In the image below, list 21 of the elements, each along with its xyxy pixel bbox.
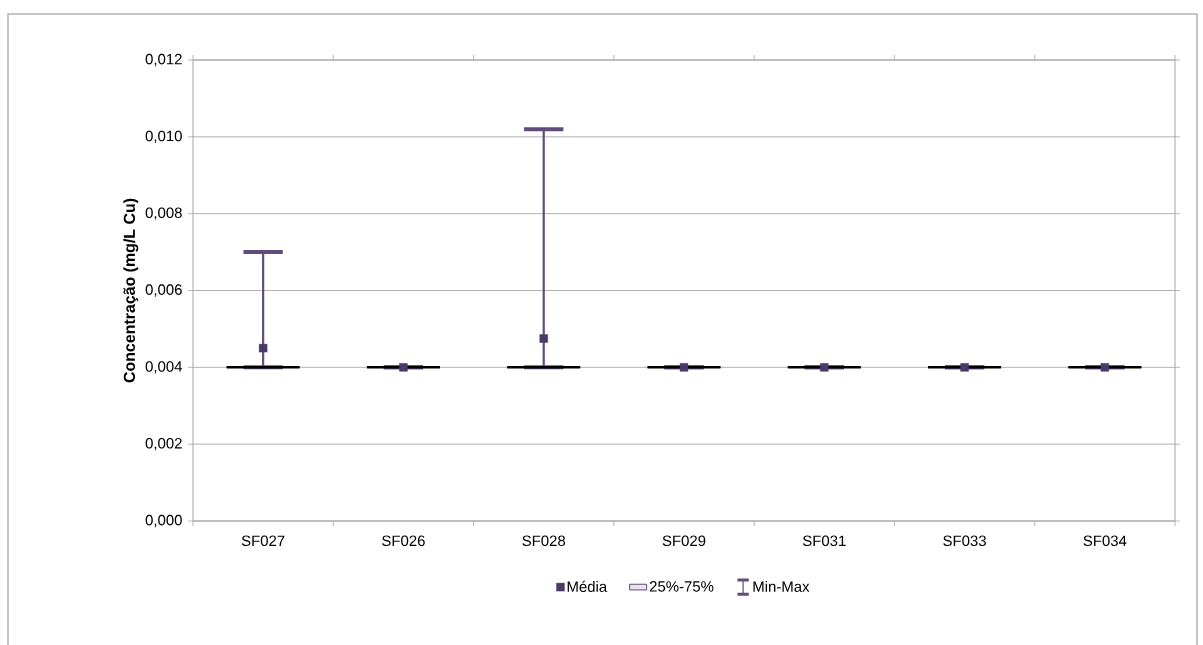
x-tick-label: SF034 (1083, 535, 1127, 547)
point (258, 343, 268, 353)
legend-label: 25%-75% (649, 581, 714, 592)
y-tick-label: 0,000 (145, 514, 182, 528)
y-tick-label: 0,012 (145, 53, 182, 67)
text: Min-Max (753, 580, 810, 592)
y-tick-label: 0,004 (145, 361, 183, 374)
x-tick-label: SF026 (382, 535, 425, 547)
y-tick-label: 0,006 (145, 284, 182, 297)
x-tick-label: SF029 (662, 535, 706, 547)
x-tick-label: SF027 (241, 535, 285, 547)
point (1100, 363, 1110, 372)
y-tick-label: 0,002 (145, 437, 182, 451)
y-tick-label: 0,008 (145, 207, 182, 220)
legend-label: Média (567, 580, 608, 592)
point (539, 334, 548, 343)
x-tick-label: SF033 (943, 535, 986, 547)
x-tick-label: SF028 (522, 535, 566, 547)
y-tick-label: 0,010 (145, 130, 182, 143)
x-tick-label: SF031 (802, 535, 846, 547)
y-axis-title: Concentração (mg/L Cu) (123, 198, 139, 383)
